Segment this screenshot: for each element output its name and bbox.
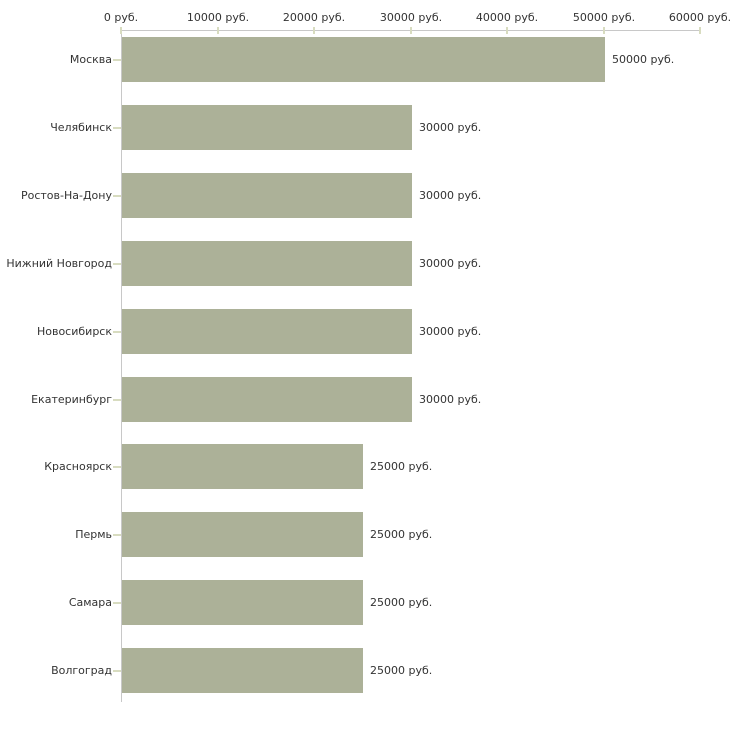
bar (122, 173, 412, 218)
category-label: Пермь (75, 528, 112, 541)
bar-value-label: 25000 руб. (370, 664, 433, 677)
y-axis-tick-mark (113, 59, 121, 61)
y-axis-tick-mark (113, 195, 121, 197)
x-axis-tick-mark (603, 27, 605, 34)
bar-value-label: 25000 руб. (370, 596, 433, 609)
bar-value-label: 25000 руб. (370, 528, 433, 541)
x-axis-tick-label: 10000 руб. (186, 11, 250, 24)
x-axis-tick-mark (217, 27, 219, 34)
y-axis-tick-mark (113, 331, 121, 333)
x-axis-tick-mark (699, 27, 701, 34)
bar-value-label: 50000 руб. (612, 53, 675, 66)
bar-value-label: 30000 руб. (419, 325, 482, 338)
bar-value-label: 30000 руб. (419, 121, 482, 134)
category-label: Красноярск (44, 460, 112, 473)
bar (122, 241, 412, 286)
category-label: Ростов-На-Дону (20, 189, 112, 202)
x-axis-tick-label: 30000 руб. (379, 11, 443, 24)
bar-value-label: 30000 руб. (419, 189, 482, 202)
category-label: Москва (69, 53, 112, 66)
y-axis-tick-mark (113, 263, 121, 265)
x-axis-tick-mark (410, 27, 412, 34)
category-label: Самара (68, 596, 112, 609)
bar-value-label: 30000 руб. (419, 393, 482, 406)
category-label: Нижний Новгород (6, 257, 112, 270)
bar (122, 309, 412, 354)
bar (122, 444, 363, 489)
x-axis-tick-mark (120, 27, 122, 34)
y-axis-tick-mark (113, 127, 121, 129)
bar (122, 648, 363, 693)
category-label: Екатеринбург (31, 393, 112, 406)
category-label: Волгоград (51, 664, 112, 677)
x-axis-tick-label: 40000 руб. (475, 11, 539, 24)
category-label: Новосибирск (36, 325, 112, 338)
bar (122, 377, 412, 422)
x-axis-tick-label: 50000 руб. (572, 11, 636, 24)
x-axis-tick-label: 60000 руб. (668, 11, 730, 24)
y-axis-tick-mark (113, 670, 121, 672)
bar-value-label: 30000 руб. (419, 257, 482, 270)
x-axis-tick-label: 20000 руб. (282, 11, 346, 24)
y-axis-line (121, 30, 122, 702)
bar-value-label: 25000 руб. (370, 460, 433, 473)
bar (122, 580, 363, 625)
bar (122, 105, 412, 150)
y-axis-tick-mark (113, 399, 121, 401)
bar (122, 512, 363, 557)
y-axis-tick-mark (113, 534, 121, 536)
x-axis-tick-mark (506, 27, 508, 34)
x-axis-tick-mark (313, 27, 315, 34)
bar (122, 37, 605, 82)
y-axis-tick-mark (113, 466, 121, 468)
y-axis-tick-mark (113, 602, 121, 604)
category-label: Челябинск (50, 121, 112, 134)
x-axis-tick-label: 0 руб. (103, 11, 139, 24)
